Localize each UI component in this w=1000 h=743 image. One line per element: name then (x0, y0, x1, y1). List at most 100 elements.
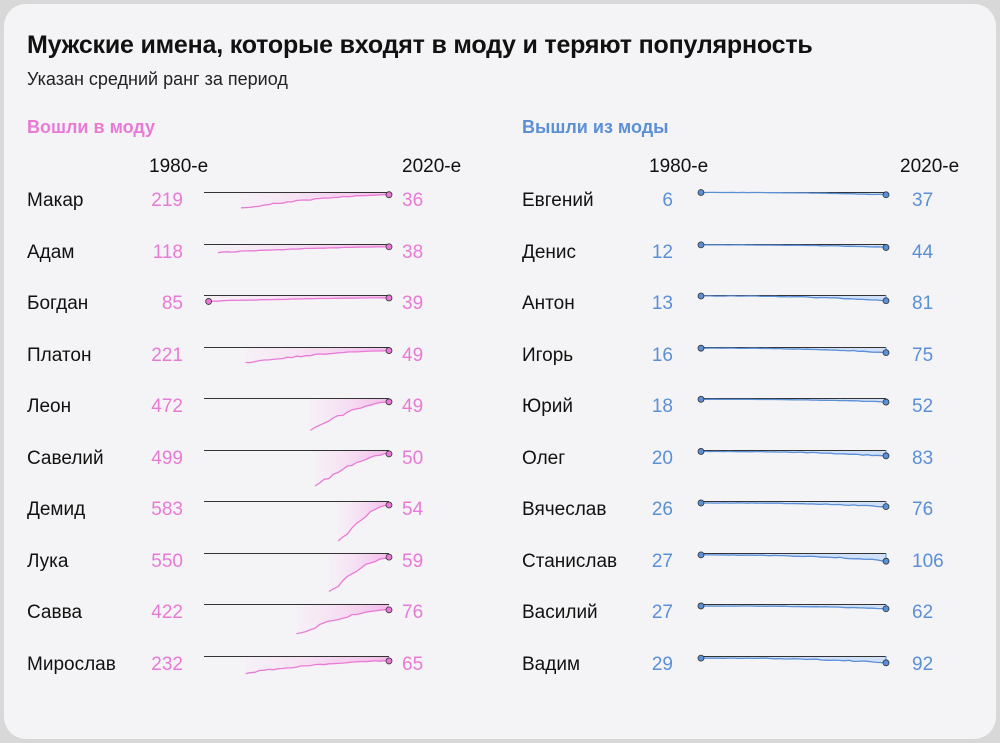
falling-endpoint-marker (882, 503, 890, 511)
falling-trend-line (701, 346, 887, 353)
falling-endpoint-marker (697, 189, 705, 196)
rising-trend-line (314, 452, 390, 487)
falling-end-rank: 37 (912, 190, 934, 211)
rising-name-label: Платон (27, 344, 92, 366)
falling-end-rank: 52 (912, 396, 934, 417)
rising-endpoint-marker (385, 657, 393, 664)
falling-end-rank: 44 (912, 241, 934, 263)
rising-area-fill (245, 655, 389, 674)
rising-start-rank: 550 (151, 550, 183, 572)
rising-area-fill (310, 398, 389, 431)
falling-trend-line (701, 450, 887, 456)
rising-endpoint-marker (385, 346, 393, 354)
rising-end-rank: 49 (402, 344, 424, 366)
rising-start-header: 1980-е (149, 156, 209, 177)
rising-trend-line (296, 609, 389, 635)
falling-endpoint-marker (882, 605, 890, 613)
rising-start-rank: 221 (151, 344, 183, 366)
falling-end-header: 2020-е (900, 156, 960, 177)
falling-endpoint-marker (697, 499, 705, 507)
rising-sparkline (204, 552, 393, 592)
rising-end-rank: 39 (402, 293, 424, 314)
rising-name-label: Леон (27, 396, 72, 417)
falling-name-label: Станислав (522, 550, 618, 572)
falling-start-rank: 27 (651, 602, 673, 623)
rising-endpoint-marker (385, 242, 393, 250)
falling-endpoint-marker (697, 550, 705, 558)
falling-endpoint-marker (697, 292, 705, 300)
rising-name-label: Адам (27, 241, 75, 263)
falling-endpoint-marker (697, 602, 705, 610)
falling-endpoint-marker (697, 240, 705, 248)
rising-end-rank: 76 (402, 602, 424, 623)
rising-section-title: Вошли в моду (27, 117, 156, 137)
falling-area-fill (701, 295, 886, 301)
falling-start-rank: 6 (662, 190, 673, 211)
falling-end-rank: 92 (912, 653, 934, 675)
falling-sparkline (697, 240, 890, 251)
falling-endpoint-marker (882, 191, 890, 199)
rising-name-label: Савва (27, 602, 83, 623)
rising-start-rank: 232 (151, 653, 183, 675)
falling-start-rank: 26 (651, 499, 673, 520)
rising-name-label: Лука (27, 550, 69, 572)
rising-name-label: Демид (27, 499, 86, 520)
falling-trend-line (700, 295, 887, 302)
falling-endpoint-marker (697, 344, 705, 352)
falling-area-fill (701, 552, 886, 561)
falling-start-rank: 29 (651, 653, 673, 675)
falling-endpoint-marker (882, 297, 890, 305)
falling-sparkline (697, 654, 890, 666)
falling-sparkline (697, 499, 890, 511)
falling-section-title: Вышли из моды (522, 117, 669, 137)
falling-start-header: 1980-е (649, 156, 709, 177)
falling-start-rank: 12 (651, 241, 673, 263)
falling-endpoint-marker (697, 654, 705, 662)
rising-endpoint-marker (385, 501, 393, 509)
rising-name-label: Макар (27, 190, 84, 211)
rising-end-rank: 59 (402, 550, 424, 572)
falling-area-fill (701, 346, 886, 353)
falling-start-rank: 16 (651, 344, 673, 366)
falling-sparkline (697, 344, 890, 356)
falling-end-rank: 75 (912, 344, 934, 366)
rising-endpoint-marker (385, 398, 393, 406)
falling-endpoint-marker (882, 451, 890, 459)
rising-name-label: Богдан (27, 293, 89, 314)
rising-name-label: Савелий (27, 447, 104, 469)
rising-trend-line (310, 401, 390, 431)
falling-start-rank: 13 (651, 293, 673, 314)
rising-endpoint-marker (385, 294, 393, 302)
falling-name-label: Василий (522, 602, 598, 623)
rising-area-fill (245, 346, 389, 363)
falling-sparkline (697, 189, 890, 199)
rising-sparkline (204, 346, 393, 363)
falling-end-rank: 106 (912, 550, 944, 572)
falling-start-rank: 27 (651, 550, 673, 572)
rising-trend-line (208, 297, 389, 303)
chart-title: Мужские имена, которые входят в моду и т… (27, 31, 813, 59)
rising-trend-line (337, 504, 390, 542)
rising-end-header: 2020-е (402, 156, 462, 177)
rising-trend-line (328, 555, 390, 592)
rising-end-rank: 65 (402, 653, 424, 675)
falling-trend-line (701, 553, 887, 562)
falling-sparkline (697, 550, 890, 565)
chart-subtitle: Указан средний ранг за период (27, 69, 288, 89)
falling-sparkline (697, 292, 890, 305)
falling-name-label: Вячеслав (522, 499, 607, 520)
rising-sparkline (204, 191, 393, 209)
falling-name-label: Вадим (522, 653, 581, 675)
falling-endpoint-marker (697, 395, 705, 403)
falling-name-label: Антон (522, 293, 575, 314)
rising-start-rank: 85 (161, 293, 183, 314)
rising-endpoint-marker (385, 606, 393, 614)
rising-sparkline (204, 242, 393, 253)
rising-end-rank: 54 (402, 499, 424, 520)
rising-end-rank: 49 (402, 396, 424, 417)
falling-endpoint-marker (882, 658, 890, 666)
chart-card: Мужские имена, которые входят в моду и т… (4, 4, 996, 739)
falling-name-label: Денис (522, 241, 577, 263)
falling-endpoint-marker (882, 243, 890, 251)
falling-sparkline (697, 447, 890, 459)
